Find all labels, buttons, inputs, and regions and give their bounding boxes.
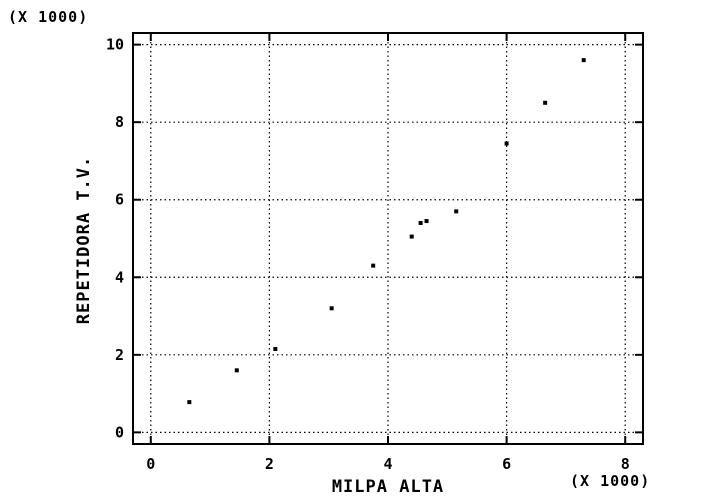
y-tick-label: 2 (115, 346, 124, 364)
x-axis-ticks: 0 2 4 6 8 (146, 33, 630, 473)
data-point (581, 58, 586, 63)
data-point (234, 368, 239, 373)
x-axis-title: MILPA ALTA (332, 477, 444, 497)
y-tick-label: 4 (115, 268, 124, 286)
grid-lines (133, 33, 643, 444)
y-tick-label: 6 (115, 191, 124, 209)
x-tick-label: 6 (502, 455, 511, 473)
data-point (454, 209, 459, 214)
data-point (187, 400, 192, 405)
data-points (187, 58, 586, 405)
data-point (409, 234, 414, 239)
data-point (418, 220, 423, 225)
x-tick-label: 0 (146, 455, 155, 473)
y-multiplier-label: (X 1000) (8, 8, 88, 26)
data-point (273, 347, 278, 352)
data-point (371, 263, 376, 268)
x-tick-label: 2 (265, 455, 274, 473)
y-tick-label: 0 (115, 423, 124, 441)
data-point (543, 100, 548, 105)
data-point (329, 306, 334, 311)
x-multiplier-label: (X 1000) (570, 472, 650, 490)
plot-frame (132, 32, 644, 445)
y-tick-label: 8 (115, 113, 124, 131)
x-tick-label: 8 (621, 455, 630, 473)
data-point (504, 141, 509, 146)
data-point (424, 219, 429, 224)
x-tick-label: 4 (383, 455, 392, 473)
y-tick-label: 10 (106, 36, 124, 54)
y-axis-title: REPETIDORA T.V. (74, 156, 94, 325)
y-axis-ticks: 0 2 4 6 8 10 (106, 36, 643, 441)
